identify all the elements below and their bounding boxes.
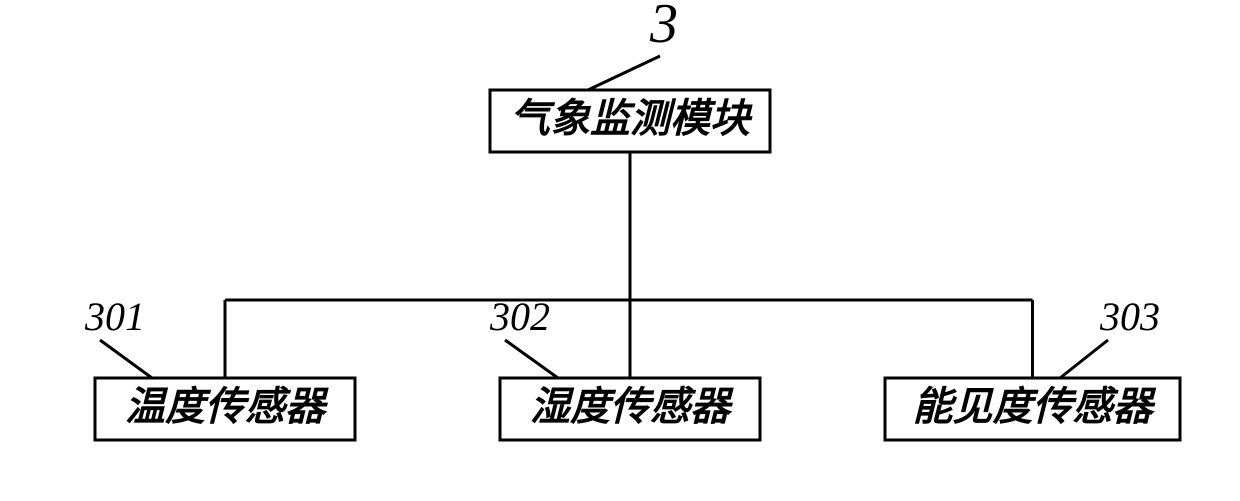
- humidity-leader: [505, 340, 558, 378]
- humidity-label: 湿度传感器: [530, 384, 734, 429]
- temp-leader: [100, 340, 152, 378]
- temp-ref: 301: [84, 294, 145, 339]
- root-ref: 3: [649, 0, 678, 55]
- root-leader: [588, 56, 660, 90]
- visibility-leader: [1060, 340, 1108, 378]
- visibility-ref: 303: [1099, 294, 1160, 339]
- visibility-label: 能见度传感器: [913, 384, 1157, 429]
- humidity-ref: 302: [489, 294, 550, 339]
- hierarchy-diagram: 气象监测模块 3 温度传感器 301 湿度传感器 302 能见度传感器 303: [0, 0, 1240, 501]
- root-label: 气象监测模块: [510, 96, 753, 141]
- temp-label: 温度传感器: [125, 384, 329, 429]
